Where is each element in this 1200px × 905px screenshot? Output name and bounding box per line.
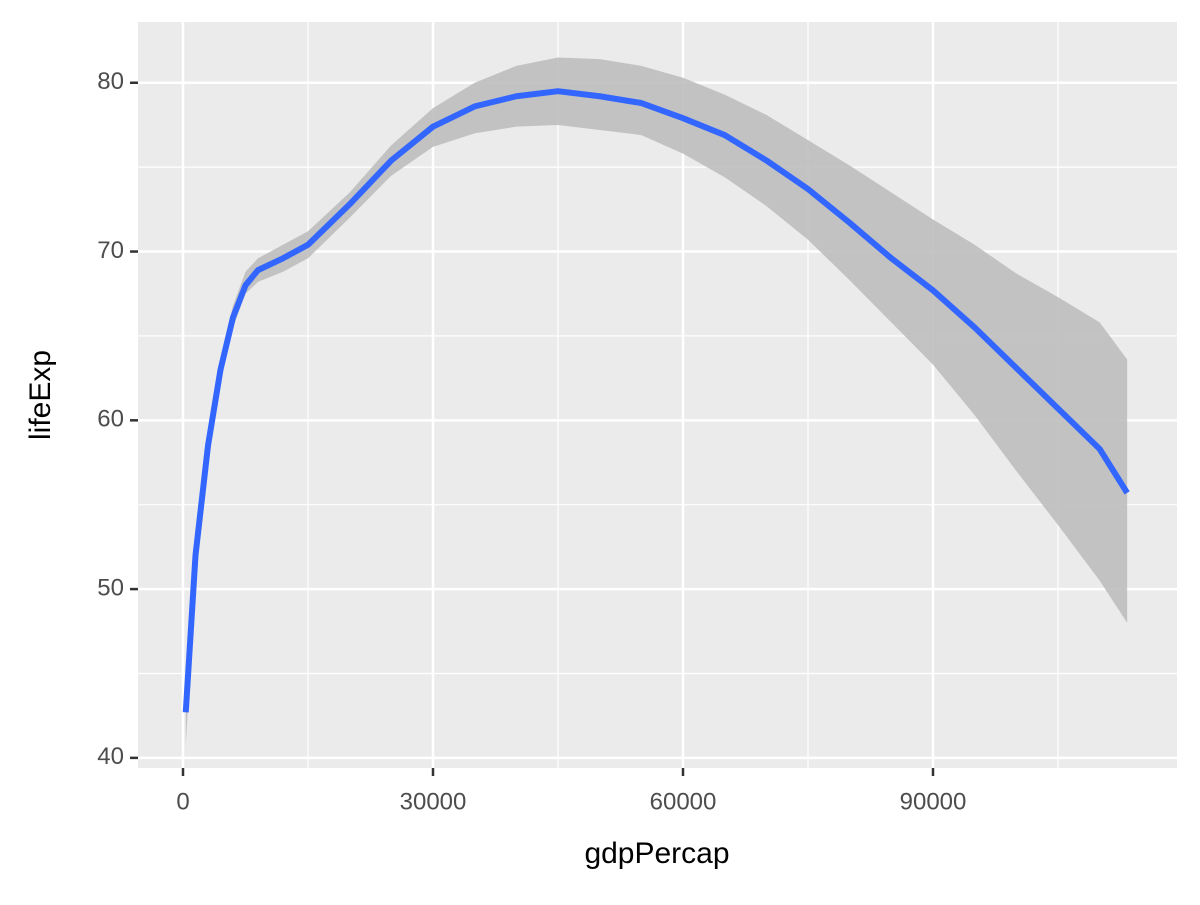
smooth-line	[182, 88, 1130, 713]
x-axis-title: gdpPercap	[584, 837, 729, 870]
y-tick-label: 50	[97, 574, 124, 601]
y-axis-title: lifeExp	[24, 350, 57, 440]
y-tick-label: 80	[97, 68, 124, 95]
x-tick-label: 60000	[650, 788, 717, 815]
confidence-band	[185, 57, 1128, 747]
y-tick-label: 40	[97, 743, 124, 770]
x-tick-label: 30000	[400, 788, 467, 815]
x-tick-label: 0	[176, 788, 189, 815]
y-tick-label: 70	[97, 237, 124, 264]
x-tick-label: 90000	[900, 788, 967, 815]
y-tick-label: 60	[97, 406, 124, 433]
